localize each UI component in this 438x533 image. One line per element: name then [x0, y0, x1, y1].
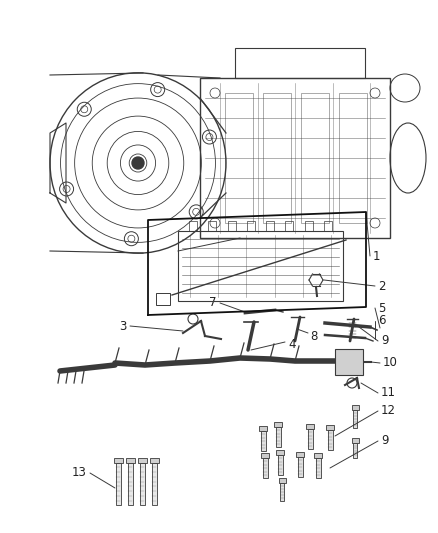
- Text: 10: 10: [383, 357, 398, 369]
- Bar: [315, 458, 321, 478]
- Text: 13: 13: [72, 466, 87, 480]
- Bar: [266, 221, 274, 231]
- Text: 9: 9: [381, 335, 389, 348]
- Bar: [247, 221, 255, 231]
- Bar: [276, 450, 284, 455]
- Bar: [297, 457, 303, 477]
- Bar: [138, 458, 146, 463]
- Bar: [116, 463, 120, 505]
- Bar: [307, 429, 312, 449]
- Bar: [276, 427, 280, 447]
- Text: 12: 12: [381, 405, 396, 417]
- Bar: [208, 221, 216, 231]
- Bar: [352, 438, 358, 443]
- Bar: [178, 231, 343, 301]
- Bar: [261, 431, 265, 451]
- Bar: [274, 422, 282, 427]
- Text: 11: 11: [381, 386, 396, 400]
- Bar: [189, 221, 197, 231]
- Bar: [259, 426, 267, 431]
- Bar: [139, 463, 145, 505]
- Text: 3: 3: [120, 319, 127, 333]
- Text: 1: 1: [373, 249, 381, 262]
- Bar: [353, 410, 357, 428]
- Bar: [314, 453, 322, 458]
- Bar: [262, 458, 268, 478]
- Bar: [228, 221, 236, 231]
- Bar: [305, 221, 313, 231]
- Bar: [335, 349, 363, 375]
- Bar: [278, 455, 283, 475]
- Bar: [156, 293, 170, 305]
- Bar: [113, 458, 123, 463]
- Text: 4: 4: [288, 338, 296, 351]
- Bar: [152, 463, 156, 505]
- Bar: [126, 458, 134, 463]
- Bar: [127, 463, 133, 505]
- Bar: [279, 478, 286, 483]
- Bar: [353, 443, 357, 458]
- Text: 6: 6: [378, 314, 385, 327]
- Bar: [286, 221, 293, 231]
- Bar: [280, 483, 284, 501]
- Bar: [306, 424, 314, 429]
- Bar: [328, 430, 332, 450]
- Bar: [225, 93, 253, 223]
- Text: 7: 7: [208, 296, 216, 310]
- Circle shape: [132, 157, 144, 169]
- Text: 8: 8: [310, 329, 318, 343]
- Bar: [235, 48, 365, 78]
- Bar: [339, 93, 367, 223]
- Bar: [301, 93, 329, 223]
- Bar: [326, 425, 334, 430]
- Bar: [200, 78, 390, 238]
- Text: 2: 2: [378, 279, 385, 293]
- Text: 5: 5: [378, 302, 385, 314]
- Bar: [263, 93, 291, 223]
- Text: 9: 9: [381, 434, 389, 448]
- Bar: [324, 221, 332, 231]
- Bar: [261, 453, 269, 458]
- Bar: [352, 405, 358, 410]
- Bar: [149, 458, 159, 463]
- Bar: [296, 452, 304, 457]
